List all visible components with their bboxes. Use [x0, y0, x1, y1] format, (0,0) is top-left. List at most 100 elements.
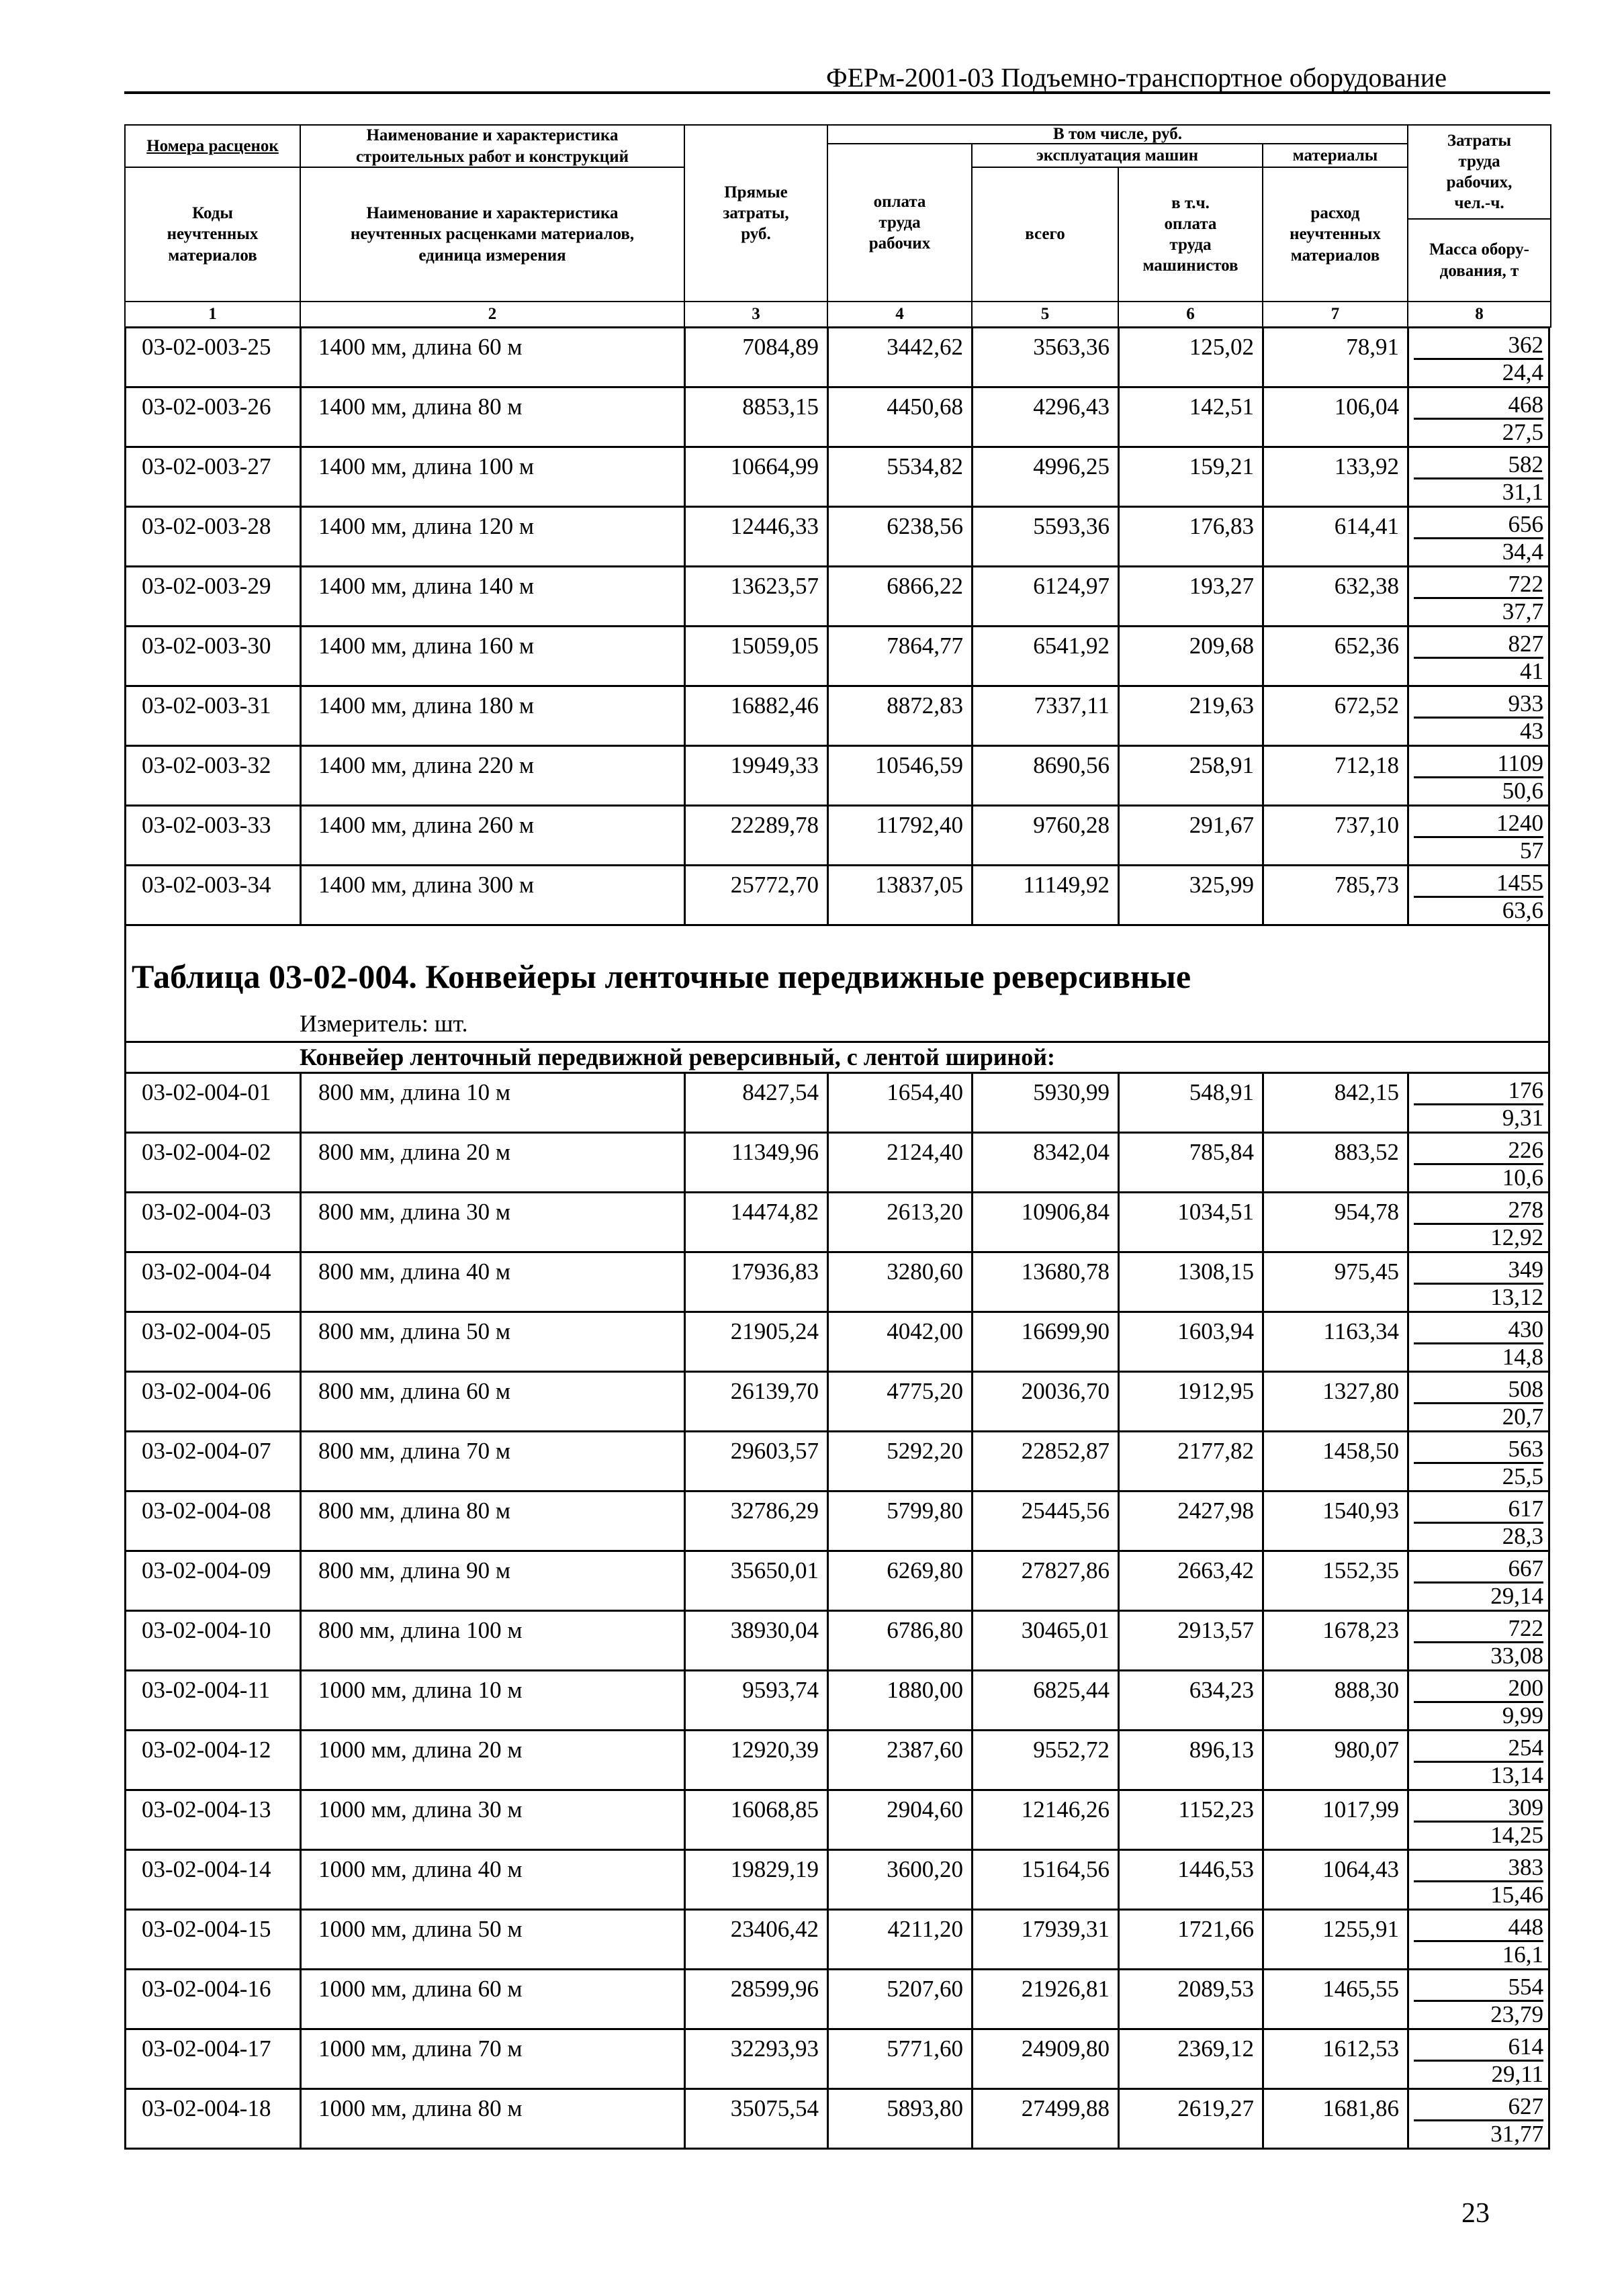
column-rule: [124, 1970, 126, 2028]
column-rule: [1262, 747, 1264, 805]
operator-wages: 896,13: [1189, 1737, 1254, 1763]
labor-hours: 200: [1414, 1675, 1543, 1703]
rate-code: 03-02-004-07: [142, 1438, 271, 1464]
col8-header-top-text: труда: [1458, 152, 1500, 171]
labor-wages: 3600,20: [887, 1856, 963, 1882]
column-rule: [1407, 508, 1409, 565]
operator-wages: 548,91: [1189, 1079, 1254, 1105]
column-rule: [684, 1671, 686, 1729]
rate-code: 03-02-004-04: [142, 1258, 271, 1285]
labor-wages: 2387,60: [887, 1737, 963, 1763]
equipment-mass: 28,3: [1502, 1523, 1543, 1549]
column-rule: [971, 1911, 973, 1968]
column-rule: [1548, 1432, 1550, 1490]
work-name: 1000 мм, длина 50 м: [318, 1916, 523, 1942]
column-rule: [684, 328, 686, 386]
column-rule: [1118, 627, 1120, 685]
column-rule: [1407, 2090, 1409, 2148]
column-rule: [1548, 747, 1550, 805]
equipment-mass: 16,1: [1502, 1941, 1543, 1968]
column-rule: [1118, 388, 1120, 446]
column-rule: [124, 1134, 126, 1191]
column-rule: [300, 2030, 302, 2088]
rate-code: 03-02-004-01: [142, 1079, 271, 1105]
column-rule: [827, 1193, 829, 1251]
materials-cost: 842,15: [1334, 1079, 1399, 1105]
work-name: 800 мм, длина 80 м: [318, 1498, 510, 1524]
column-rule: [1407, 448, 1409, 506]
operator-wages: 1034,51: [1177, 1199, 1254, 1225]
column-rule: [971, 1612, 973, 1669]
operator-wages: 1912,95: [1177, 1378, 1254, 1404]
column-rule: [1118, 1432, 1120, 1490]
materials-cost: 632,38: [1334, 573, 1399, 599]
labor-wages: 10546,59: [874, 752, 963, 778]
column-rule: [1262, 627, 1264, 685]
labor-hours: 362: [1414, 332, 1543, 360]
col8-header-top: Затраты труда рабочих, чел.-ч.: [1407, 124, 1551, 220]
column-rule: [684, 1791, 686, 1849]
labor-hours: 656: [1414, 512, 1543, 539]
equipment-mass: 27,5: [1502, 419, 1543, 445]
labor-hours: 722: [1414, 571, 1543, 599]
direct-cost: 11349,96: [731, 1139, 819, 1165]
col5-header: всего: [971, 167, 1119, 302]
column-rule: [1262, 2030, 1264, 2088]
unit-label: Измеритель: шт.: [300, 1010, 468, 1037]
labor-wages: 4042,00: [887, 1318, 963, 1344]
equipment-mass: 23,79: [1490, 2001, 1543, 2027]
column-rule: [300, 1911, 302, 1968]
equipment-mass: 10,6: [1502, 1164, 1543, 1191]
column-rule: [300, 1134, 302, 1191]
column-number-6-text: 6: [1186, 305, 1195, 324]
work-name: 1000 мм, длина 10 м: [318, 1677, 523, 1703]
equipment-mass: 29,11: [1491, 2061, 1543, 2087]
machine-total: 22852,87: [1021, 1438, 1110, 1464]
column-rule: [1548, 2030, 1550, 2088]
column-rule: [1118, 448, 1120, 506]
table-row: 03-02-004-16 1000 мм, длина 60 м 28599,96 5…: [124, 1968, 1550, 2028]
labor-wages: 7864,77: [887, 633, 963, 659]
col1-header-top-text: Номера расценок: [146, 136, 279, 155]
column-rule: [1118, 747, 1120, 805]
column-rule: [684, 2030, 686, 2088]
table-row: 03-02-004-01 800 мм, длина 10 м 8427,54 165…: [124, 1072, 1550, 1132]
machines-header-text: эксплуатация машин: [1036, 146, 1199, 165]
machine-total: 12146,26: [1021, 1796, 1110, 1823]
materials-cost: 78,91: [1346, 334, 1399, 360]
column-rule: [684, 1731, 686, 1789]
materials-cost: 1678,23: [1322, 1617, 1399, 1643]
equipment-mass: 13,12: [1490, 1284, 1543, 1310]
equipment-mass: 20,7: [1502, 1404, 1543, 1430]
column-rule: [124, 1432, 126, 1490]
col4-header-text: труда: [878, 213, 921, 232]
column-rule: [971, 1731, 973, 1789]
column-rule: [1407, 388, 1409, 446]
labor-wages: 5534,82: [887, 453, 963, 479]
column-rule: [971, 567, 973, 625]
column-rule: [971, 1074, 973, 1132]
column-rule: [1407, 1134, 1409, 1191]
column-rule: [827, 1731, 829, 1789]
column-rule: [684, 1432, 686, 1490]
column-rule: [1548, 2090, 1550, 2148]
table-row: 03-02-003-28 1400 мм, длина 120 м 12446,33…: [124, 506, 1550, 565]
equipment-mass: 37,7: [1502, 598, 1543, 625]
column-rule: [124, 1492, 126, 1550]
table-row: 03-02-004-09 800 мм, длина 90 м 35650,01 62…: [124, 1550, 1550, 1610]
including-header-text: В том числе, руб.: [1053, 125, 1182, 144]
column-rule: [1262, 1373, 1264, 1430]
column-rule: [1262, 508, 1264, 565]
column-rule: [684, 807, 686, 864]
labor-hours: 349: [1414, 1257, 1543, 1285]
machine-total: 5593,36: [1033, 513, 1110, 539]
direct-cost: 12446,33: [730, 513, 819, 539]
column-rule: [1118, 866, 1120, 924]
column-rule: [1548, 1552, 1550, 1610]
column-rule: [300, 1671, 302, 1729]
labor-hours: 278: [1414, 1197, 1543, 1225]
column-rule: [300, 448, 302, 506]
column-rule: [971, 1373, 973, 1430]
work-name: 1000 мм, длина 70 м: [318, 2035, 523, 2062]
work-name: 1000 мм, длина 60 м: [318, 1976, 523, 2002]
